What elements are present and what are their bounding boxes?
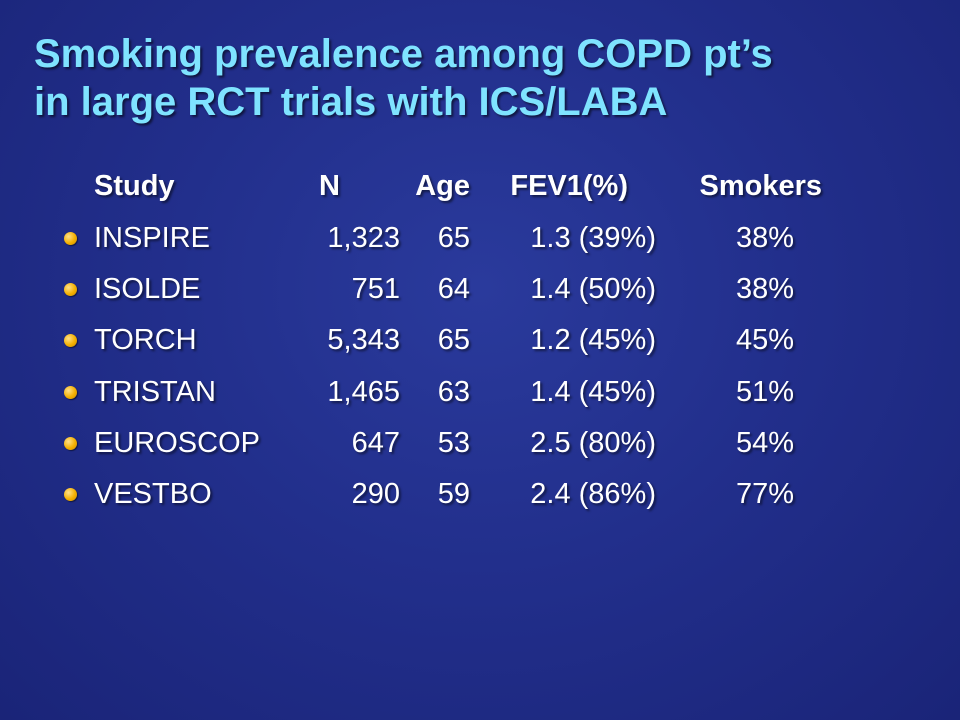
cell-study: TRISTAN bbox=[94, 376, 216, 408]
table-row: INSPIRE 1,323 65 1.3 (39%) 38% bbox=[0, 218, 960, 258]
cell-age: 53 bbox=[437, 427, 470, 459]
cell-n: 751 bbox=[351, 273, 400, 305]
cell-study: EUROSCOP bbox=[94, 427, 260, 459]
table-row: TORCH 5,343 65 1.2 (45%) 45% bbox=[0, 320, 960, 360]
header-age: Age bbox=[415, 170, 470, 202]
cell-smokers: 51% bbox=[735, 376, 794, 408]
table-row: VESTBO 290 59 2.4 (86%) 77% bbox=[0, 474, 960, 514]
cell-n: 1,323 bbox=[327, 222, 400, 254]
cell-study: INSPIRE bbox=[94, 222, 211, 254]
cell-age: 64 bbox=[437, 273, 470, 305]
cell-age: 65 bbox=[437, 222, 470, 254]
cell-smokers: 38% bbox=[735, 273, 794, 305]
bullet-icon bbox=[64, 283, 77, 296]
table-row: EUROSCOP 647 53 2.5 (80%) 54% bbox=[0, 423, 960, 463]
cell-study: TORCH bbox=[94, 324, 197, 356]
bullet-icon bbox=[64, 488, 77, 501]
bullet-icon bbox=[64, 437, 77, 450]
cell-fev1: 2.4 (86%) bbox=[530, 478, 656, 510]
cell-fev1: 1.4 (50%) bbox=[530, 273, 656, 305]
bullet-icon bbox=[64, 334, 77, 347]
header-smokers: Smokers bbox=[699, 170, 822, 202]
cell-fev1: 1.3 (39%) bbox=[530, 222, 656, 254]
header-study: Study bbox=[94, 170, 175, 202]
cell-age: 63 bbox=[437, 376, 470, 408]
cell-n: 647 bbox=[351, 427, 400, 459]
cell-smokers: 54% bbox=[735, 427, 794, 459]
table-row: ISOLDE 751 64 1.4 (50%) 38% bbox=[0, 269, 960, 309]
table-row: TRISTAN 1,465 63 1.4 (45%) 51% bbox=[0, 372, 960, 412]
header-fev1: FEV1(%) bbox=[510, 170, 628, 202]
cell-n: 290 bbox=[351, 478, 400, 510]
cell-smokers: 77% bbox=[735, 478, 794, 510]
cell-smokers: 38% bbox=[735, 222, 794, 254]
bullet-icon bbox=[64, 232, 77, 245]
table-header-row: Study N Age FEV1(%) Smokers bbox=[0, 166, 960, 206]
cell-n: 1,465 bbox=[327, 376, 400, 408]
cell-age: 59 bbox=[437, 478, 470, 510]
slide-title: Smoking prevalence among COPD pt’s in la… bbox=[34, 30, 934, 126]
cell-fev1: 2.5 (80%) bbox=[530, 427, 656, 459]
cell-smokers: 45% bbox=[735, 324, 794, 356]
slide-title-line-1: Smoking prevalence among COPD pt’s bbox=[34, 32, 773, 76]
cell-study: ISOLDE bbox=[94, 273, 201, 305]
header-n: N bbox=[319, 170, 340, 202]
cell-study: VESTBO bbox=[94, 478, 212, 510]
slide-title-line-2: in large RCT trials with ICS/LABA bbox=[34, 80, 668, 124]
cell-n: 5,343 bbox=[327, 324, 400, 356]
cell-fev1: 1.4 (45%) bbox=[530, 376, 656, 408]
cell-fev1: 1.2 (45%) bbox=[530, 324, 656, 356]
bullet-icon bbox=[64, 386, 77, 399]
cell-age: 65 bbox=[437, 324, 470, 356]
